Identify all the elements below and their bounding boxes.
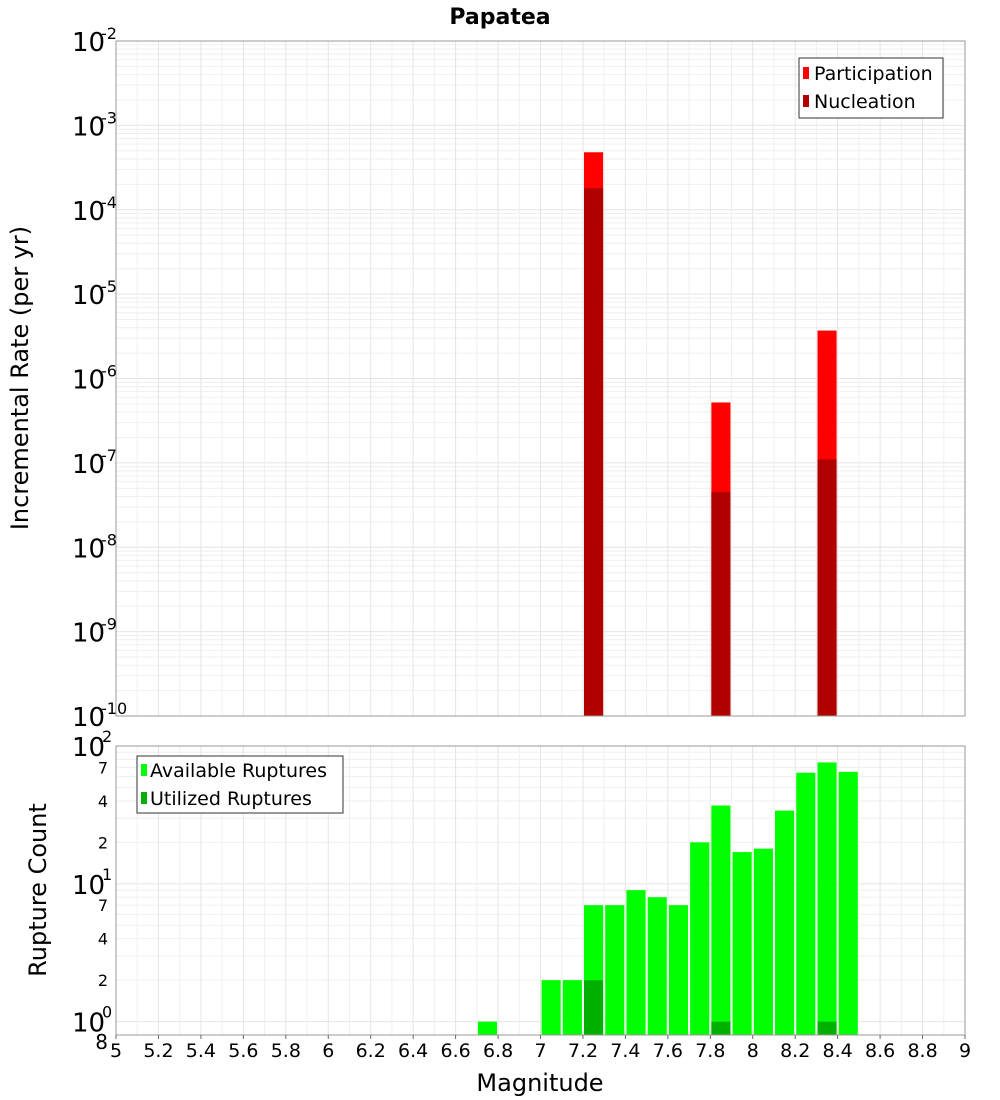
x-tick-label: 5.4 xyxy=(186,1040,216,1062)
legend-label-nucleation: Nucleation xyxy=(814,91,916,113)
y-tick-exponent: -5 xyxy=(101,277,117,296)
y-tick-label: 10 xyxy=(72,733,105,763)
bar-available-ruptures xyxy=(775,810,795,1035)
y-tick-label: 10 xyxy=(72,112,105,142)
y-tick-minor-label: 4 xyxy=(98,930,108,949)
bar-available-ruptures xyxy=(626,890,646,1035)
y-tick-minor-label: 4 xyxy=(98,792,108,811)
y-tick-label: 10 xyxy=(72,703,105,733)
y-tick-minor-label: 8 xyxy=(95,1030,108,1054)
legend-swatch-nucleation xyxy=(803,95,809,107)
bar-available-ruptures xyxy=(690,842,710,1035)
y-tick-minor-label: 2 xyxy=(98,833,108,852)
bar-utilized-ruptures xyxy=(584,980,604,1035)
count-plot-bars xyxy=(477,762,858,1035)
x-tick-label: 6.2 xyxy=(356,1040,386,1062)
x-tick-label: 5.8 xyxy=(271,1040,301,1062)
y-tick-exponent: -3 xyxy=(101,108,117,127)
bar-available-ruptures xyxy=(541,980,561,1035)
x-tick-label: 7.6 xyxy=(653,1040,683,1062)
bar-available-ruptures xyxy=(732,852,752,1035)
rate-plot-bars xyxy=(584,152,837,717)
rate-plot-y-ticks: 10-210-310-410-510-610-710-810-910-10 xyxy=(72,24,127,733)
legend-label-utilized: Utilized Ruptures xyxy=(150,788,312,810)
legend-swatch-participation xyxy=(803,67,809,79)
rate-plot-grid xyxy=(115,40,966,717)
rate-plot-y-axis-label: Incremental Rate (per yr) xyxy=(6,226,34,530)
x-tick-label: 7.2 xyxy=(568,1040,598,1062)
y-tick-exponent: 0 xyxy=(102,1003,112,1022)
x-tick-label: 7 xyxy=(534,1040,546,1062)
bar-available-ruptures xyxy=(647,897,667,1035)
y-tick-label: 10 xyxy=(72,28,105,58)
bar-available-ruptures xyxy=(838,771,858,1035)
bar-nucleation xyxy=(584,188,604,717)
x-axis-ticks: 5 5.2 5.4 5.6 5.8 6 6.2 6.4 6.6 6.8 7 7.2 7.4 7.6 7.8 8… xyxy=(110,1035,971,1062)
bar-available-ruptures xyxy=(711,805,731,1035)
y-tick-exponent: -10 xyxy=(101,699,127,718)
bar-nucleation xyxy=(711,492,731,716)
count-plot-legend: Available Ruptures Utilized Ruptures xyxy=(136,755,344,814)
y-tick-label: 10 xyxy=(72,450,105,480)
x-tick-label: 5 xyxy=(110,1040,122,1062)
y-tick-exponent: 1 xyxy=(102,865,112,884)
y-tick-exponent: -9 xyxy=(101,615,117,634)
legend-swatch-available xyxy=(141,764,147,776)
x-tick-label: 7.4 xyxy=(610,1040,640,1062)
y-tick-label: 10 xyxy=(72,871,105,901)
y-tick-exponent: -6 xyxy=(101,362,117,381)
rate-plot-frame xyxy=(115,40,966,717)
x-tick-label: 8 xyxy=(747,1040,759,1062)
y-tick-exponent: -4 xyxy=(101,193,117,212)
x-tick-label: 5.6 xyxy=(228,1040,258,1062)
bar-available-ruptures xyxy=(753,848,773,1035)
x-tick-label: 8.6 xyxy=(865,1040,895,1062)
chart-title: Papatea xyxy=(449,5,550,30)
y-tick-exponent: -7 xyxy=(101,446,117,465)
x-tick-label: 6.6 xyxy=(440,1040,470,1062)
bar-available-ruptures xyxy=(605,905,625,1035)
x-tick-label: 6.4 xyxy=(398,1040,428,1062)
bar-available-ruptures xyxy=(796,772,816,1035)
y-tick-label: 10 xyxy=(72,619,105,649)
x-tick-label: 5.2 xyxy=(143,1040,173,1062)
legend-swatch-utilized xyxy=(141,792,147,804)
count-plot-y-axis-label: Rupture Count xyxy=(24,803,52,977)
legend-label-participation: Participation xyxy=(814,63,933,85)
y-tick-label: 10 xyxy=(72,197,105,227)
x-tick-label: 6 xyxy=(322,1040,334,1062)
bar-available-ruptures xyxy=(562,980,582,1035)
legend-label-available: Available Ruptures xyxy=(150,760,327,782)
y-tick-label: 10 xyxy=(72,1009,105,1039)
y-tick-label: 10 xyxy=(72,534,105,564)
y-tick-label: 10 xyxy=(72,281,105,311)
bar-available-ruptures xyxy=(477,1021,497,1035)
bar-available-ruptures xyxy=(668,905,689,1035)
bar-available-ruptures xyxy=(817,762,837,1035)
x-tick-label: 8.8 xyxy=(907,1040,937,1062)
x-tick-label: 7.8 xyxy=(695,1040,725,1062)
x-axis-label: Magnitude xyxy=(476,1069,603,1097)
rate-plot-legend: Participation Nucleation xyxy=(798,57,944,119)
x-tick-label: 9 xyxy=(959,1040,971,1062)
y-tick-minor-label: 7 xyxy=(98,896,108,915)
y-tick-minor-label: 7 xyxy=(98,758,108,777)
x-tick-label: 6.8 xyxy=(483,1040,513,1062)
y-tick-minor-label: 2 xyxy=(98,971,108,990)
legend-box xyxy=(798,57,944,119)
x-tick-label: 8.4 xyxy=(823,1040,853,1062)
y-tick-exponent: -2 xyxy=(101,24,117,43)
y-tick-exponent: 2 xyxy=(102,727,112,746)
legend-box xyxy=(136,755,344,814)
y-tick-exponent: -8 xyxy=(101,530,117,549)
bar-nucleation xyxy=(817,459,837,716)
bar-utilized-ruptures xyxy=(711,1021,731,1035)
y-tick-label: 10 xyxy=(72,366,105,396)
x-tick-label: 8.2 xyxy=(780,1040,810,1062)
bar-utilized-ruptures xyxy=(817,1021,837,1035)
